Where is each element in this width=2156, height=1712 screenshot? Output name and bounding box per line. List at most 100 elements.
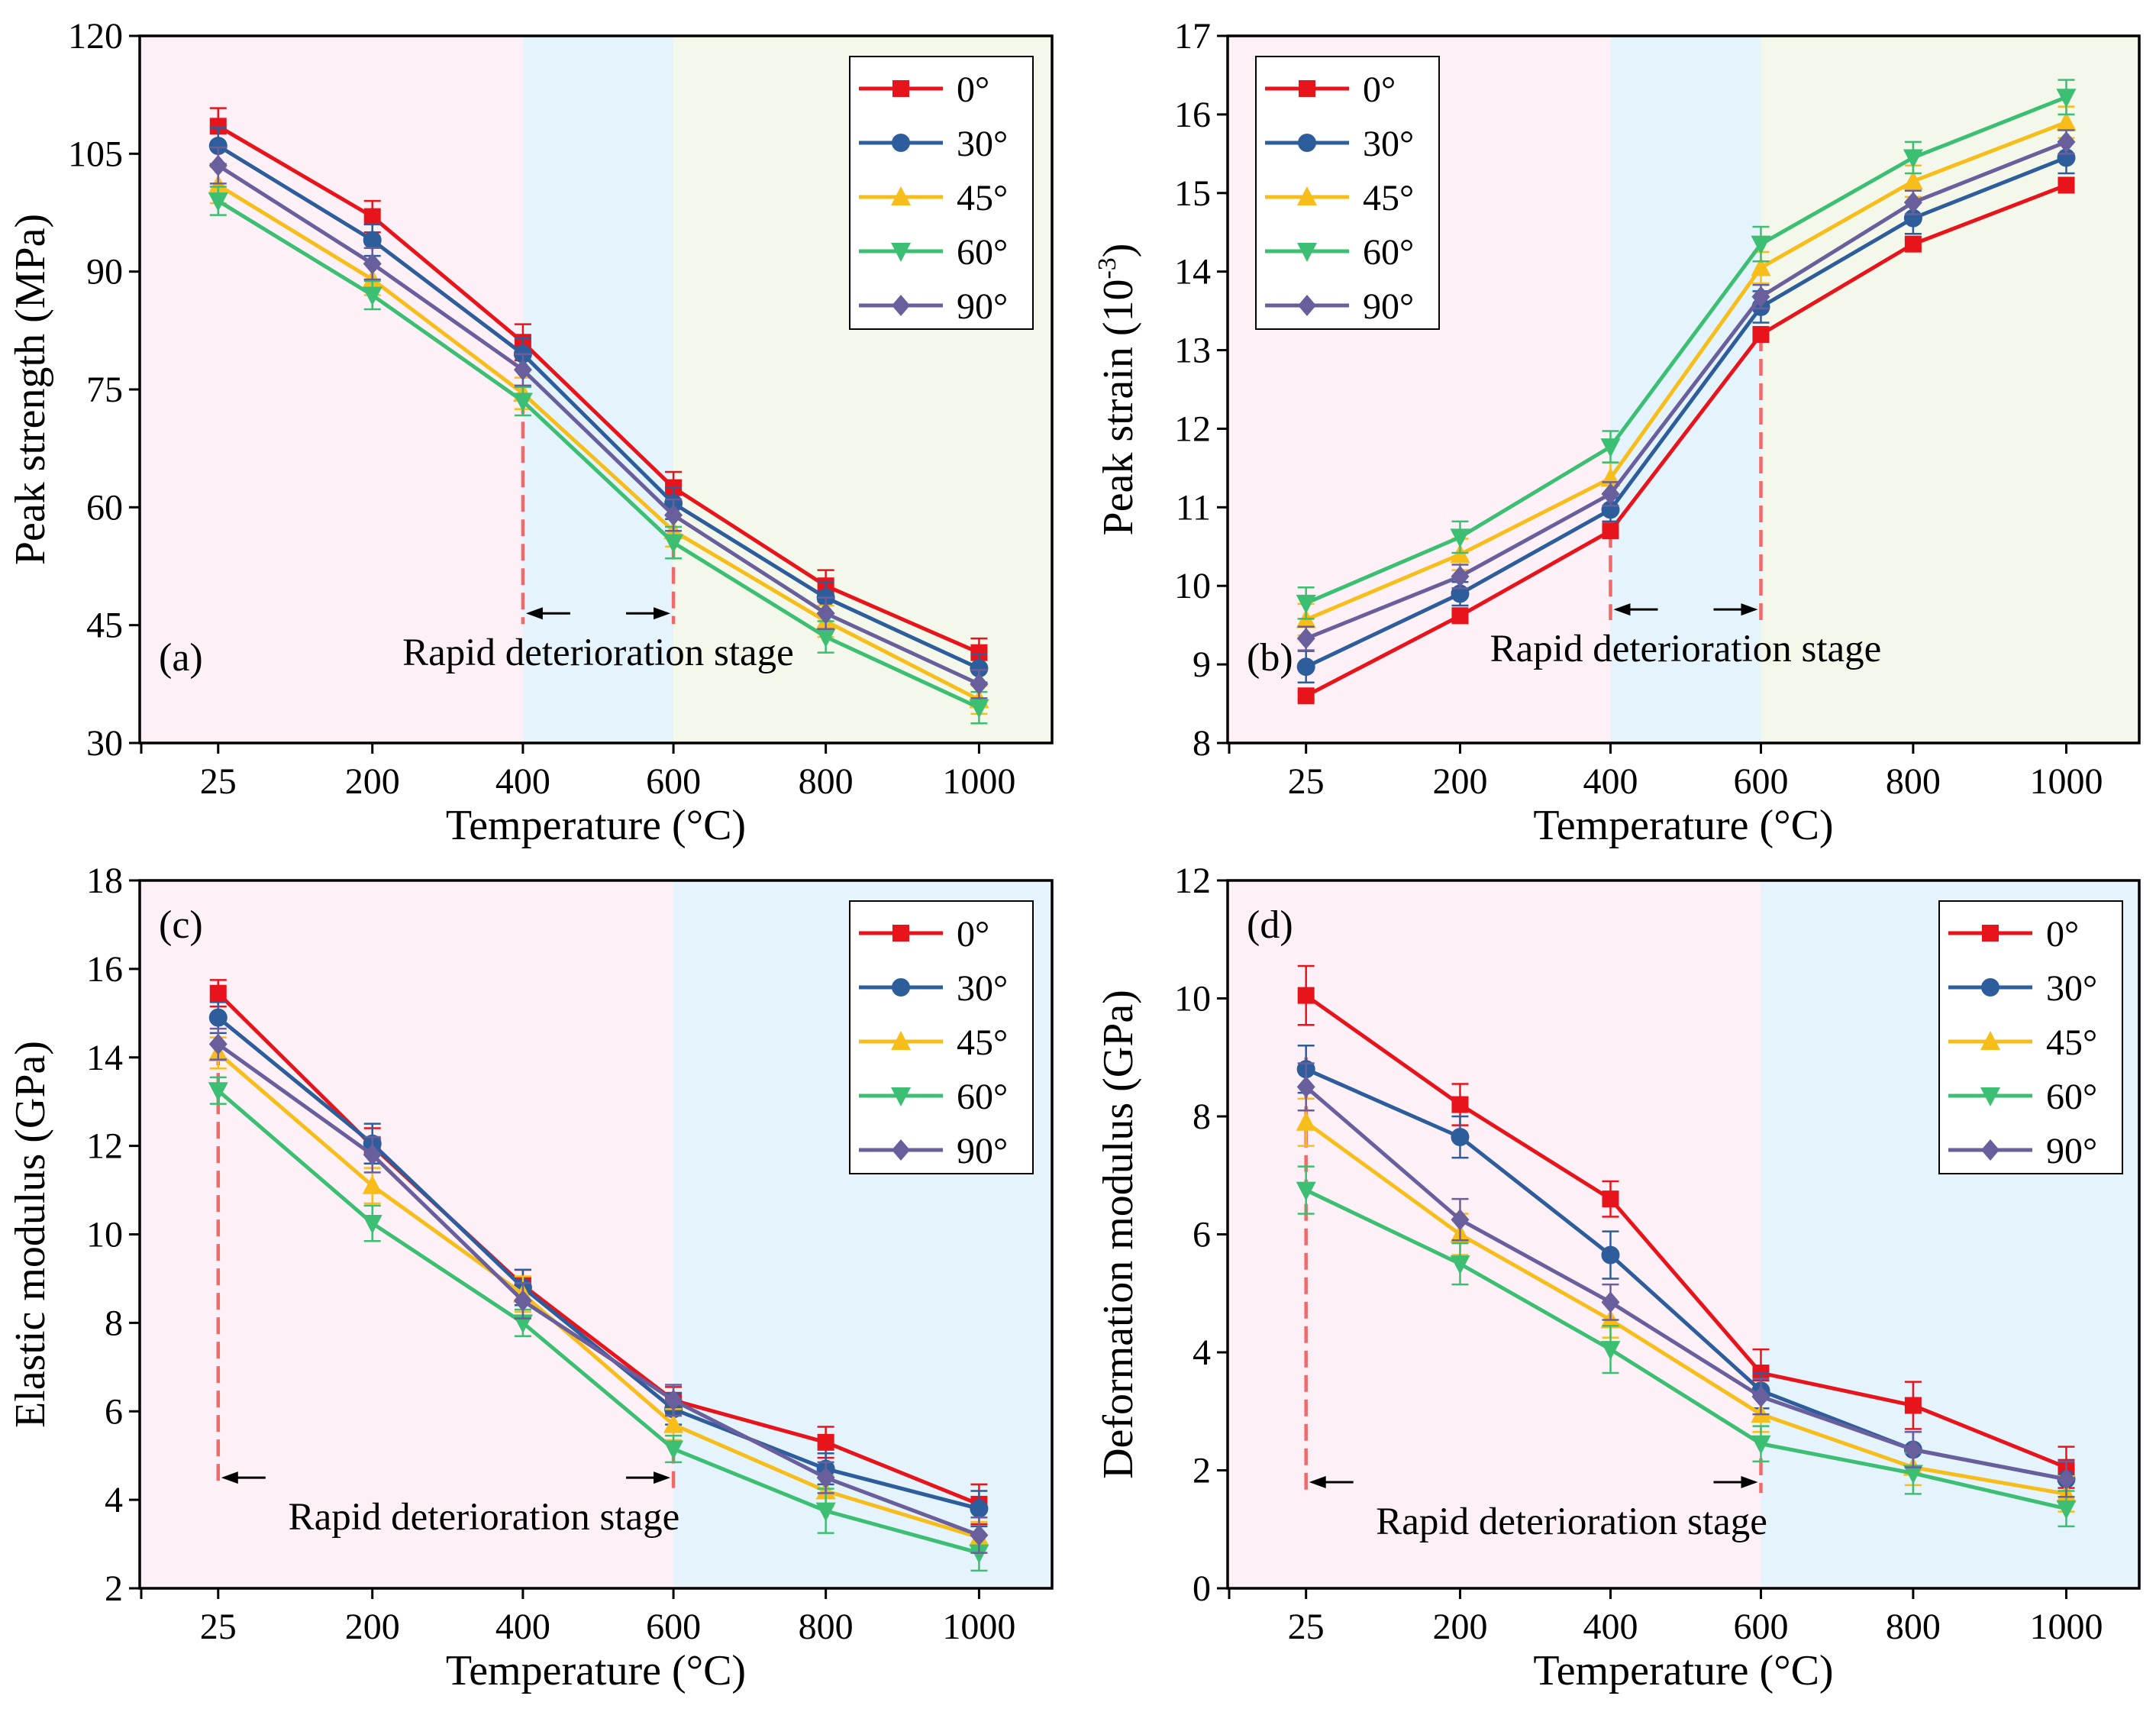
series-line [1305, 1120, 2067, 1496]
legend-marker [1298, 295, 1316, 316]
legend-item: 0° [1265, 69, 1396, 110]
legend-marker [1299, 80, 1315, 97]
data-point [1904, 1397, 1922, 1414]
legend-item: 90° [859, 286, 1008, 327]
data-point [1450, 1255, 1470, 1275]
legend-marker [891, 186, 911, 205]
data-point [815, 1502, 836, 1522]
legend: 0° 30° 45° 60° 90° [849, 56, 1034, 330]
y-axis-title: Peak strength (MPa) [7, 214, 54, 565]
legend-label: 60° [957, 1077, 1008, 1117]
data-point [816, 1467, 835, 1489]
data-point [362, 286, 382, 306]
data-point [1903, 1439, 1922, 1461]
stage-annotation-label: Rapid deterioration stage [1376, 1500, 1767, 1543]
y-tick-label: 14 [86, 1038, 123, 1078]
y-tick-label: 11 [1176, 487, 1211, 528]
data-point [1297, 687, 1315, 705]
data-point [970, 1524, 989, 1546]
legend-item: 90° [859, 1131, 1008, 1171]
stage-annotation-label: Rapid deterioration stage [1490, 628, 1882, 670]
background-band-green [1761, 36, 2139, 743]
legend-marker [1298, 134, 1316, 152]
arrow-left-head [525, 607, 543, 620]
data-point [208, 137, 228, 156]
data-point [1602, 522, 1619, 540]
y-tick-label: 4 [1193, 1332, 1211, 1373]
y-tick-label: 16 [86, 949, 123, 990]
y-tick-label: 10 [86, 1215, 123, 1255]
legend-item: 30° [1265, 124, 1414, 164]
series-line [1305, 140, 2067, 641]
data-point [1903, 192, 1922, 214]
series-line [217, 199, 980, 709]
legend-marker [1980, 1031, 2000, 1050]
legend-item: 0° [859, 69, 989, 110]
series-0-deg [1297, 964, 2075, 1489]
legend-label: 30° [2046, 968, 2097, 1009]
series-line [217, 144, 980, 670]
x-tick-label: 400 [1583, 1607, 1638, 1647]
legend-item: 45° [1948, 1022, 2097, 1063]
x-tick-label: 1000 [942, 1607, 1015, 1647]
series-90-deg [1296, 129, 2076, 651]
data-point [816, 602, 835, 625]
x-tick-label: 25 [1288, 761, 1325, 802]
legend-label: 45° [2046, 1022, 2097, 1063]
x-tick-label: 800 [1886, 1607, 1941, 1647]
chart-panel-c: Rapid deterioration stage 25 200 400 600 800 1… [7, 861, 1054, 1694]
x-tick-label: 600 [646, 1607, 701, 1647]
legend-label: 60° [957, 232, 1008, 273]
data-point [2057, 1468, 2076, 1491]
x-tick-label: 800 [1886, 761, 1941, 802]
legend-label: 90° [957, 1131, 1008, 1171]
data-point [664, 1389, 683, 1411]
data-point [362, 1174, 382, 1194]
data-point [817, 1433, 834, 1451]
series-line [217, 124, 980, 654]
y-tick-label: 2 [1193, 1451, 1211, 1491]
legend-item: 90° [1948, 1131, 2097, 1171]
data-point [1296, 594, 1316, 614]
series-line [1305, 1188, 2067, 1511]
legend-label: 60° [2046, 1077, 2097, 1117]
stage-arrows [221, 1471, 671, 1484]
data-point [1296, 628, 1315, 650]
data-point [363, 1144, 382, 1166]
y-axis-title-end: ) [1095, 244, 1142, 258]
arrow-left-head [221, 1471, 238, 1484]
plot-frame [1226, 34, 2141, 745]
background-band-blue [1610, 36, 1761, 743]
legend-marker [891, 1087, 911, 1106]
legend-label: 60° [1363, 232, 1414, 273]
legend-item: 0° [859, 914, 989, 955]
series-line [1305, 993, 2067, 1469]
legend-marker [1297, 186, 1317, 205]
data-point [1600, 438, 1621, 458]
legend-label: 0° [957, 914, 989, 955]
data-point [209, 984, 227, 1002]
background-band-pink [140, 880, 674, 1588]
x-tick-label: 400 [495, 761, 550, 802]
data-point [209, 118, 227, 135]
x-tick-label: 600 [1733, 761, 1788, 802]
y-tick-label: 15 [1174, 173, 1211, 214]
y-tick-label: 6 [105, 1391, 123, 1432]
data-point [664, 504, 683, 526]
x-tick-label: 1000 [2029, 761, 2103, 802]
y-tick-label: 13 [1174, 331, 1211, 371]
data-point [1451, 1128, 1470, 1147]
data-point [1296, 1181, 1316, 1201]
legend-label: 0° [957, 69, 989, 110]
chart-panel-b: Rapid deterioration stage 25 200 400 600 800 1… [1093, 16, 2141, 849]
data-point [2056, 1500, 2077, 1520]
data-point [513, 359, 532, 381]
y-tick-label: 17 [1174, 16, 1211, 57]
data-point [1451, 1209, 1470, 1231]
x-tick-label: 800 [799, 1607, 854, 1647]
series-line [1305, 156, 2067, 669]
series-90-deg [208, 146, 989, 699]
arrow-left-head [1613, 603, 1631, 616]
legend-label: 30° [1363, 124, 1414, 164]
x-tick-label: 200 [1432, 1607, 1487, 1647]
